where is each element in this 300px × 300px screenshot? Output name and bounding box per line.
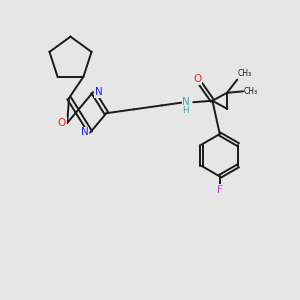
Text: O: O [194, 74, 202, 85]
Text: O: O [58, 118, 66, 128]
Text: N: N [182, 97, 190, 107]
Text: CH₃: CH₃ [244, 87, 258, 96]
Text: N: N [81, 127, 89, 137]
Text: CH₃: CH₃ [238, 69, 252, 78]
Text: F: F [217, 185, 223, 195]
Text: H: H [183, 106, 189, 115]
Text: N: N [94, 87, 102, 97]
